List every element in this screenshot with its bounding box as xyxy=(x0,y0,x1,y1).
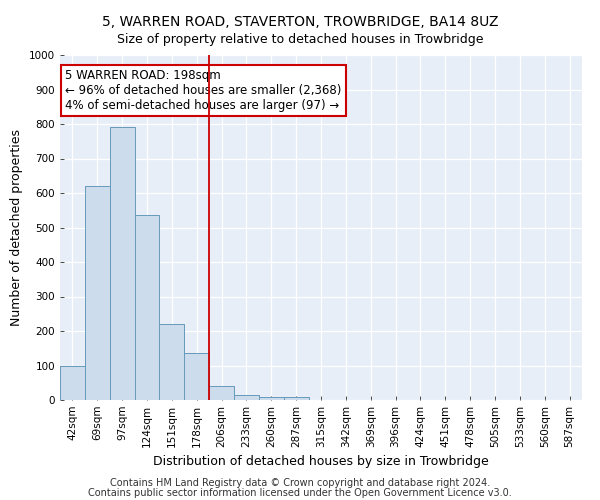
Text: 5, WARREN ROAD, STAVERTON, TROWBRIDGE, BA14 8UZ: 5, WARREN ROAD, STAVERTON, TROWBRIDGE, B… xyxy=(102,15,498,29)
Y-axis label: Number of detached properties: Number of detached properties xyxy=(10,129,23,326)
Bar xyxy=(134,216,160,400)
Bar xyxy=(234,395,259,400)
Text: Contains public sector information licensed under the Open Government Licence v3: Contains public sector information licen… xyxy=(88,488,512,498)
Bar xyxy=(160,324,184,400)
Bar xyxy=(209,386,234,400)
Text: Size of property relative to detached houses in Trowbridge: Size of property relative to detached ho… xyxy=(117,32,483,46)
Text: Contains HM Land Registry data © Crown copyright and database right 2024.: Contains HM Land Registry data © Crown c… xyxy=(110,478,490,488)
Bar xyxy=(85,186,110,400)
Bar xyxy=(259,396,284,400)
Bar xyxy=(60,366,85,400)
Bar xyxy=(284,396,308,400)
Text: 5 WARREN ROAD: 198sqm
← 96% of detached houses are smaller (2,368)
4% of semi-de: 5 WARREN ROAD: 198sqm ← 96% of detached … xyxy=(65,69,341,112)
X-axis label: Distribution of detached houses by size in Trowbridge: Distribution of detached houses by size … xyxy=(153,456,489,468)
Bar xyxy=(184,354,209,400)
Bar xyxy=(110,128,134,400)
